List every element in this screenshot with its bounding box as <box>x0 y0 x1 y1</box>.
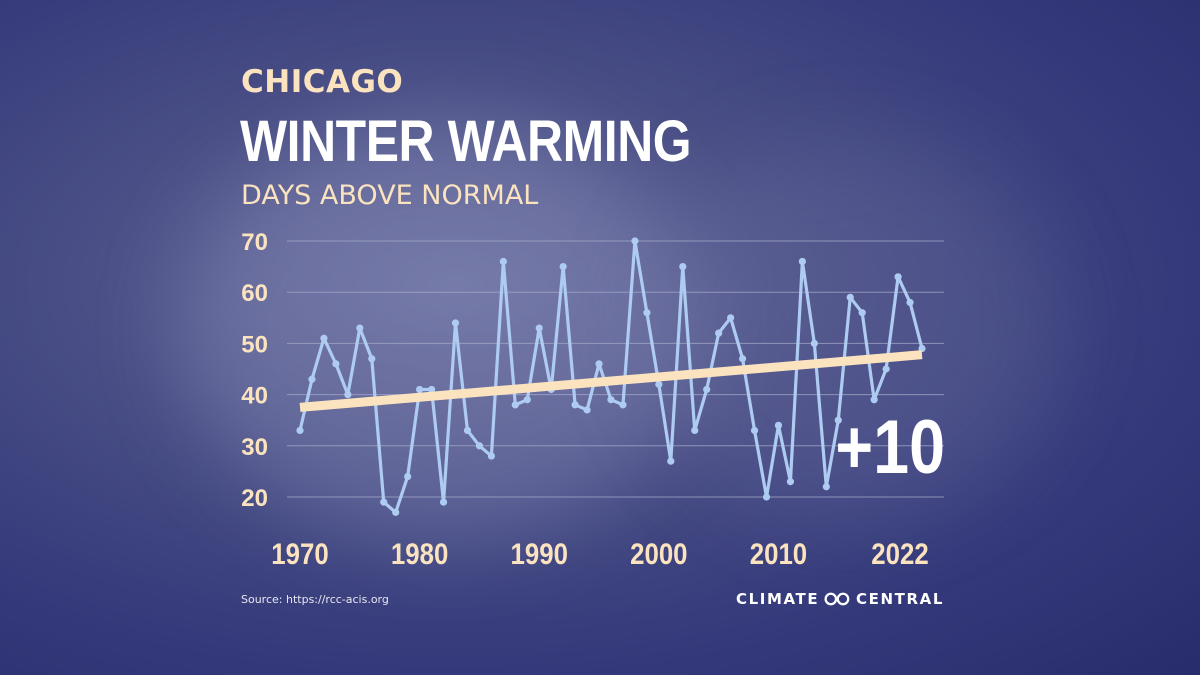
chart-subtitle: DAYS ABOVE NORMAL <box>241 180 539 211</box>
data-point <box>894 273 902 281</box>
data-point <box>727 314 735 322</box>
data-point <box>595 360 603 368</box>
data-point <box>404 472 412 481</box>
data-point <box>798 257 806 266</box>
data-point <box>356 324 364 332</box>
data-point <box>296 426 304 435</box>
y-tick-label: 70 <box>241 229 268 256</box>
data-point <box>810 339 818 347</box>
data-point <box>715 329 723 337</box>
x-tick-label: 2022 <box>871 537 928 570</box>
data-point <box>511 401 519 409</box>
data-point <box>559 263 567 271</box>
x-tick-label: 1970 <box>271 537 328 570</box>
x-tick-label: 1980 <box>391 537 448 570</box>
data-point <box>308 375 316 383</box>
x-axis: 1970 1980 1990 2000 2010 2022 <box>271 537 928 570</box>
data-point <box>703 385 711 394</box>
data-point <box>762 493 771 501</box>
data-point <box>487 452 495 460</box>
data-point <box>882 365 890 373</box>
chart-title: WINTER WARMING <box>240 109 692 174</box>
climate-central-logo-icon <box>824 592 850 606</box>
data-point <box>583 406 591 414</box>
y-tick-label: 60 <box>241 280 268 307</box>
data-point <box>774 421 783 429</box>
data-point <box>679 263 687 271</box>
y-axis: 20 30 40 50 60 70 <box>241 229 268 512</box>
data-point <box>451 319 460 327</box>
chart-city-title: CHICAGO <box>241 64 404 100</box>
y-tick-label: 40 <box>241 383 268 410</box>
data-point <box>368 355 376 363</box>
data-point <box>738 355 747 363</box>
data-point <box>475 442 484 450</box>
y-tick-label: 30 <box>241 434 268 461</box>
data-point <box>571 401 579 409</box>
data-series <box>296 237 926 516</box>
data-point <box>631 237 639 245</box>
y-tick-label: 20 <box>241 485 268 512</box>
climate-central-logo: CLIMATE CENTRAL <box>736 588 944 610</box>
data-point <box>416 385 424 394</box>
data-point <box>499 257 507 266</box>
data-point <box>619 401 627 409</box>
data-point <box>655 380 663 388</box>
data-point <box>667 457 675 465</box>
x-tick-label: 1990 <box>511 537 568 570</box>
data-point <box>643 309 651 317</box>
data-point <box>858 309 866 317</box>
data-point <box>463 426 472 435</box>
trend-line <box>299 350 923 412</box>
brand-text-left: CLIMATE <box>736 590 820 608</box>
data-point <box>906 298 914 307</box>
data-point <box>535 324 543 332</box>
data-point <box>834 416 842 424</box>
data-point <box>392 508 400 516</box>
data-point <box>786 478 795 486</box>
data-point <box>822 483 830 491</box>
data-point <box>439 498 448 506</box>
x-tick-label: 2000 <box>630 537 687 570</box>
data-point <box>870 396 878 404</box>
brand-text-right: CENTRAL <box>856 590 944 608</box>
data-point <box>344 391 352 399</box>
data-point <box>691 426 699 435</box>
trend-change-annotation: +10 <box>835 404 945 489</box>
y-tick-label: 50 <box>241 331 268 358</box>
data-point <box>607 396 615 404</box>
trend-series <box>299 350 923 412</box>
data-point <box>332 360 340 368</box>
data-point <box>750 426 759 435</box>
data-point <box>320 334 328 342</box>
data-point <box>427 385 436 394</box>
data-point <box>380 498 388 506</box>
data-point <box>523 396 531 404</box>
grid-layer <box>287 240 944 498</box>
x-tick-label: 2010 <box>750 537 807 570</box>
source-note: Source: https://rcc-acis.org <box>241 593 389 606</box>
data-point <box>846 293 854 301</box>
